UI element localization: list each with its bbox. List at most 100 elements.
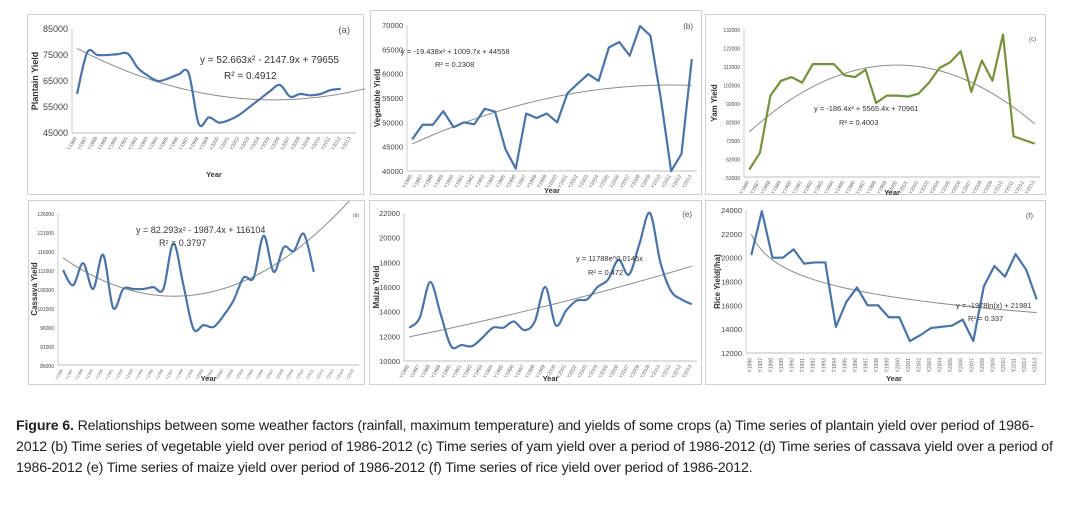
trend-r-squared: R² = 0.2308	[435, 60, 474, 69]
x-tick-label: Y1993	[124, 367, 135, 380]
x-axis-label: Year	[206, 170, 222, 179]
chart-svg-c: 52000 62000 72000 82000 92000 102000 112000 122…	[710, 28, 1040, 196]
y-tick-label: 45000	[382, 143, 403, 152]
y-tick-label: 132000	[723, 28, 740, 34]
x-tick-label: Y1998	[174, 367, 185, 380]
series-line-a	[76, 48, 341, 128]
x-tick-label: Y1999	[184, 367, 195, 380]
panel-label: (c)	[1029, 37, 1036, 43]
series-line-d	[62, 232, 315, 333]
y-tick-label: 101000	[37, 307, 54, 313]
y-tick-label: 14000	[721, 325, 742, 334]
chart-svg-e: 10000120001400016000180002000022000Y1986…	[372, 209, 697, 383]
trendline	[62, 201, 350, 297]
x-tick-label: Y2003	[927, 358, 933, 373]
series-line-e	[408, 211, 693, 350]
trend-r-squared: R² = 0.472	[588, 268, 623, 277]
x-tick-label: Y1997	[864, 358, 870, 373]
trend-equation: y = -186.4x² + 5565.4x + 70961	[814, 104, 918, 113]
x-tick-label: Y2011	[305, 367, 315, 380]
panel-label: (b)	[683, 22, 693, 31]
x-tick-label: Y1989	[779, 358, 785, 373]
x-tick-label: Y2002	[916, 358, 922, 373]
y-tick-label: 20000	[379, 234, 400, 243]
y-tick-label: 12000	[721, 349, 742, 358]
y-tick-label: 96000	[40, 326, 54, 332]
figure-caption: Figure 6. Relationships between some wea…	[16, 416, 1056, 479]
y-tick-label: 55000	[43, 102, 68, 112]
x-tick-label: Y2013	[1033, 358, 1039, 373]
x-tick-label: Y1989	[84, 367, 95, 380]
x-tick-label: Y2012	[315, 367, 326, 380]
x-tick-label: Y1996	[853, 358, 859, 373]
trend-equation: y = 82.293x² - 1987.4x + 116104	[136, 225, 265, 235]
x-axis-label: Year	[543, 374, 559, 383]
x-tick-label: Y1994	[134, 367, 145, 380]
x-tick-label: Y2013	[681, 174, 694, 190]
y-tick-label: 12000	[379, 332, 400, 341]
caption-label: Figure 6.	[16, 418, 74, 434]
y-axis-label: Rice Yield(/ha)	[713, 254, 722, 309]
y-tick-label: 106000	[37, 288, 54, 294]
y-tick-label: 85000	[43, 24, 68, 34]
x-tick-label: Y1987	[758, 358, 764, 373]
trendline	[750, 233, 1037, 314]
trend-r-squared: R² = 0.337	[968, 314, 1003, 323]
trend-r-squared: R² = 0.3797	[159, 238, 206, 248]
chart-panel-f: 12000 14000 16000 18000 20000 22000 24000 Y1986…	[705, 200, 1046, 385]
y-tick-label: 10000	[379, 357, 400, 366]
chart-svg-b: 40000450005000055000600006500070000Y1986…	[373, 21, 697, 195]
y-tick-label: 86000	[40, 364, 54, 370]
x-tick-label: Y2007	[264, 367, 275, 380]
y-tick-label: 22000	[721, 230, 742, 239]
x-tick-label: Y2010	[295, 367, 306, 380]
y-tick-label: 72000	[726, 139, 740, 145]
chart-svg-a: 4500055000650007500085000Y1986Y1987Y1988…	[30, 24, 365, 179]
x-tick-label: Y1992	[811, 358, 817, 373]
y-tick-label: 121000	[37, 231, 54, 237]
x-tick-label: Y2002	[214, 367, 225, 380]
series-line-b	[411, 24, 693, 173]
x-tick-label: Y2000	[895, 358, 901, 373]
trend-equation: y = 11788e^0.0145x	[576, 254, 643, 263]
chart-panel-a: 45000 55000 65000 75000 85000 Y1986 Y1987 Y1988…	[27, 14, 365, 195]
x-tick-label: Y2005	[948, 358, 954, 373]
x-tick-label: Y2006	[959, 358, 965, 373]
y-tick-label: 16000	[379, 283, 400, 292]
panel-label: (d)	[353, 213, 359, 219]
y-axis-label: Plantain Yield	[30, 52, 40, 111]
x-tick-label: Y2010	[1001, 358, 1007, 373]
caption-text: Relationships between some weather facto…	[16, 418, 1053, 476]
trend-r-squared: R² = 0.4912	[224, 71, 277, 82]
y-tick-label: 65000	[43, 76, 68, 86]
y-tick-label: 91000	[40, 345, 54, 351]
trendline	[411, 84, 692, 145]
trend-r-squared: R² = 0.4003	[839, 118, 878, 127]
x-tick-label: Y1987	[64, 367, 75, 380]
x-tick-label: Y1988	[768, 358, 774, 373]
chart-panel-c: 52000 62000 72000 82000 92000 102000 112000 122…	[705, 14, 1046, 196]
trendline	[76, 47, 365, 101]
y-tick-label: 40000	[382, 167, 403, 176]
y-axis-label: Yam Yield	[710, 84, 719, 121]
x-tick-label: Y2009	[990, 358, 996, 373]
x-tick-label: Y2004	[234, 367, 245, 380]
x-tick-label: Y2006	[254, 367, 265, 380]
x-tick-label: Y1992	[114, 367, 125, 380]
x-tick-label: Y1990	[94, 367, 105, 380]
x-tick-label: Y2013	[681, 364, 694, 380]
y-tick-label: 14000	[379, 308, 400, 317]
y-tick-label: 111000	[38, 269, 54, 275]
trend-equation: y = -1978ln(x) + 21981	[956, 301, 1031, 310]
chart-svg-f: 12000 14000 16000 18000 20000 22000 24000 Y1986…	[713, 206, 1042, 383]
y-tick-label: 18000	[379, 258, 400, 267]
x-tick-label: Y1988	[74, 367, 85, 380]
y-tick-label: 22000	[379, 209, 400, 218]
y-axis-label: Cassava Yield	[30, 262, 39, 315]
x-tick-label: Y1990	[790, 358, 796, 373]
x-tick-label: Y2015	[345, 367, 356, 380]
x-tick-label: Y1991	[800, 358, 806, 373]
x-tick-label: Y1995	[842, 358, 848, 373]
x-tick-label: Y2005	[244, 367, 255, 380]
x-tick-label: Y2013	[1024, 180, 1037, 196]
